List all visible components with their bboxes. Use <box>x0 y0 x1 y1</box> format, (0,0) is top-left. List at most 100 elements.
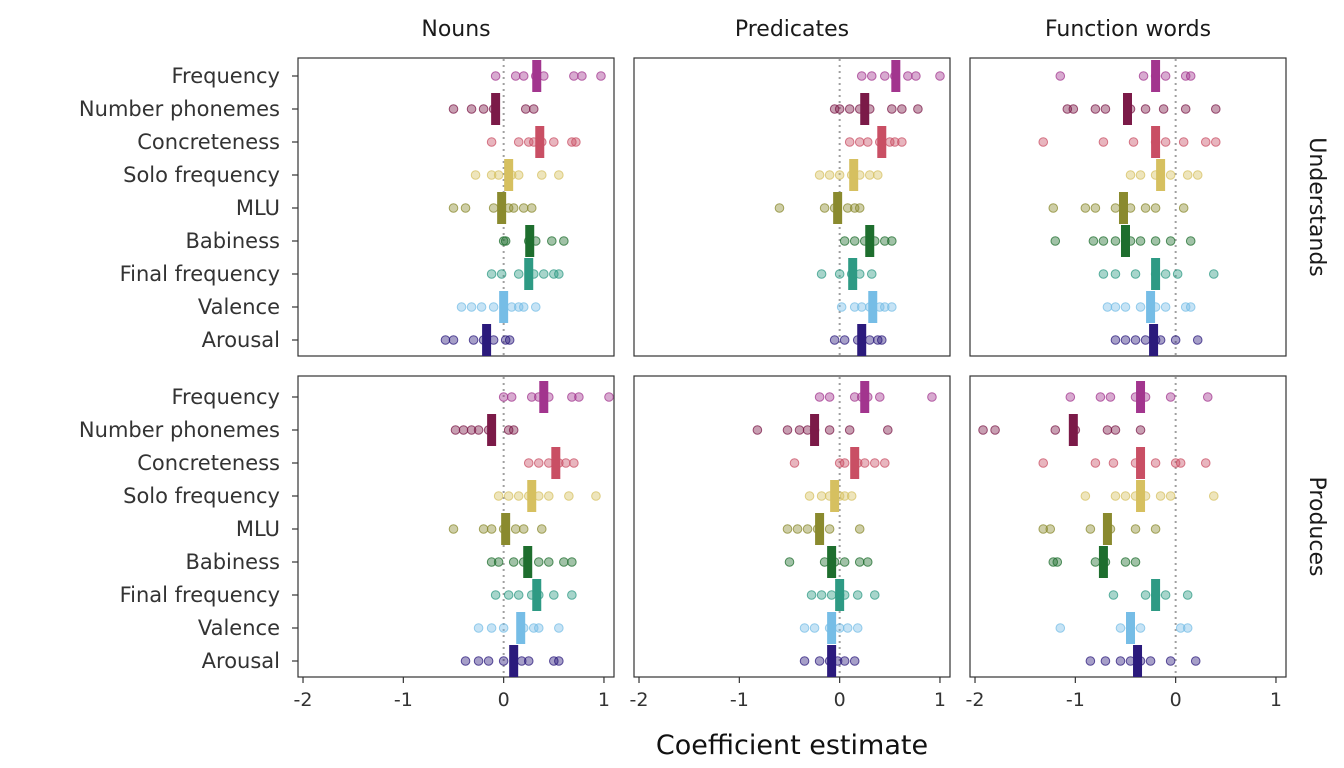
sample-point <box>819 203 830 213</box>
estimate-bar <box>1156 159 1166 191</box>
sample-point <box>1068 104 1079 114</box>
sample-point <box>1110 236 1121 246</box>
sample-point <box>554 269 564 279</box>
sample-point <box>1120 335 1131 345</box>
sample-point <box>826 590 837 600</box>
estimate-bar <box>1102 513 1112 545</box>
x-tick-label: -2 <box>966 689 985 711</box>
sample-point <box>567 590 577 600</box>
sample-point <box>854 524 865 534</box>
sample-point <box>518 302 529 312</box>
sample-point <box>523 458 534 468</box>
y-tick-label: Final frequency <box>120 583 280 607</box>
sample-point <box>1150 236 1161 246</box>
sample-point <box>498 656 509 666</box>
sample-point <box>496 269 507 279</box>
sample-point <box>549 656 559 666</box>
sample-point <box>897 137 907 147</box>
estimate-bar <box>1136 381 1146 413</box>
sample-point <box>1135 170 1146 180</box>
sample-point <box>1210 104 1221 114</box>
y-tick-label: Babiness <box>185 229 280 253</box>
sample-point <box>488 302 499 312</box>
sample-point <box>935 71 945 81</box>
sample-point <box>503 425 514 435</box>
sample-point <box>1100 104 1111 114</box>
sample-point <box>1065 392 1076 402</box>
sample-point <box>1185 302 1196 312</box>
sample-point <box>876 335 887 345</box>
estimate-bar <box>532 579 542 611</box>
sample-point <box>466 104 477 114</box>
sample-point <box>789 458 800 468</box>
sample-point <box>782 524 793 534</box>
sample-point <box>879 458 890 468</box>
estimate-bar <box>857 324 867 356</box>
sample-point <box>1105 392 1116 402</box>
sample-point <box>498 623 509 633</box>
sample-point <box>1110 425 1121 435</box>
estimate-bar <box>1146 291 1156 323</box>
y-tick-label: MLU <box>236 517 280 541</box>
sample-point <box>849 656 860 666</box>
sample-point <box>486 137 497 147</box>
sample-point <box>1102 425 1113 435</box>
sample-point <box>1208 269 1219 279</box>
y-tick-label: Babiness <box>185 550 280 574</box>
y-tick-label: Frequency <box>172 64 281 88</box>
sample-point <box>1130 524 1141 534</box>
sample-point <box>559 557 569 567</box>
estimate-bar <box>827 546 837 578</box>
y-tick-label: Final frequency <box>120 262 280 286</box>
sample-point <box>854 137 865 147</box>
sample-point <box>518 71 529 81</box>
sample-point <box>774 203 785 213</box>
estimate-bar <box>830 480 840 512</box>
sample-point <box>1185 236 1196 246</box>
sample-point <box>784 557 795 567</box>
sample-point <box>1038 524 1049 534</box>
sample-point <box>549 137 559 147</box>
sample-point <box>978 425 988 435</box>
y-tick-label: Arousal <box>202 649 280 673</box>
sample-point <box>460 203 471 213</box>
sample-point <box>859 458 870 468</box>
sample-point <box>1085 656 1096 666</box>
sample-point <box>1158 104 1169 114</box>
estimate-bar <box>551 447 561 479</box>
sample-point <box>468 335 479 345</box>
sample-point <box>506 392 517 402</box>
sample-point <box>596 71 606 81</box>
x-tick-label: 0 <box>498 689 510 711</box>
sample-point <box>549 590 559 600</box>
sample-point <box>1128 137 1139 147</box>
estimate-bar <box>539 381 549 413</box>
sample-point <box>844 425 855 435</box>
x-tick-label: -2 <box>294 689 313 711</box>
sample-point <box>1182 623 1193 633</box>
y-tick-label: Concreteness <box>137 451 280 475</box>
sample-point <box>854 203 865 213</box>
sample-point <box>1120 302 1131 312</box>
sample-point <box>1085 524 1096 534</box>
sample-point <box>1178 203 1189 213</box>
sample-point <box>834 269 845 279</box>
estimate-bar <box>499 291 509 323</box>
sample-point <box>854 557 865 567</box>
sample-point <box>903 71 913 81</box>
sample-point <box>493 491 504 501</box>
sample-point <box>533 557 544 567</box>
sample-point <box>493 557 504 567</box>
estimate-bar <box>1120 225 1130 257</box>
x-tick-label: -2 <box>630 689 649 711</box>
sample-point <box>852 623 863 633</box>
estimate-bar <box>524 258 534 290</box>
sample-point <box>530 302 541 312</box>
estimate-bar <box>865 225 875 257</box>
sample-point <box>1130 269 1141 279</box>
estimate-bar <box>891 60 901 92</box>
sample-point <box>533 623 544 633</box>
sample-point <box>816 269 827 279</box>
y-tick-label: Valence <box>198 616 280 640</box>
sample-point <box>849 203 860 213</box>
